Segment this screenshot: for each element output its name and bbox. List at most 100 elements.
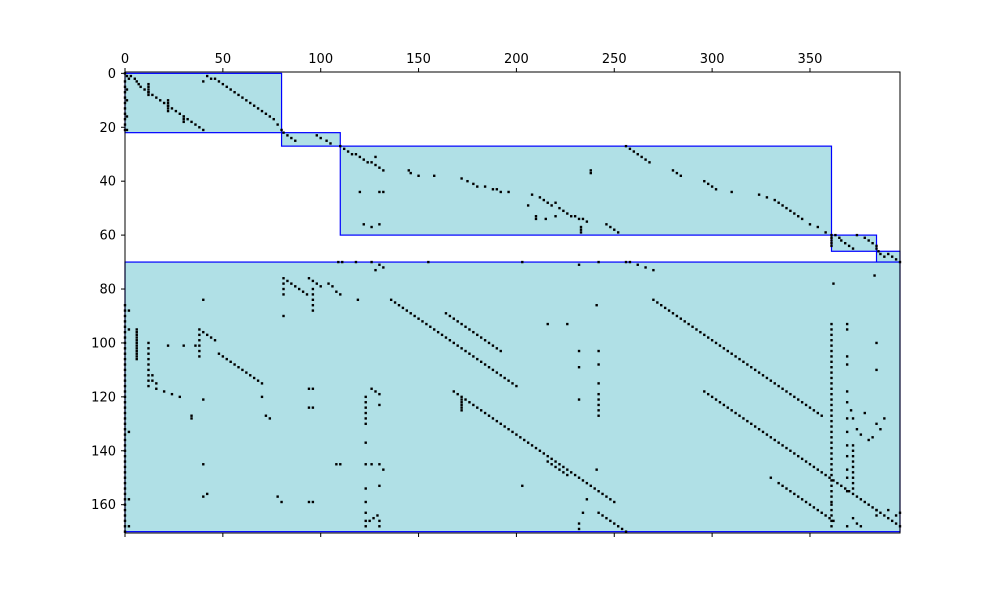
nonzero-point: [327, 282, 330, 285]
nonzero-point: [830, 328, 833, 331]
nonzero-point: [491, 344, 495, 347]
nonzero-point: [354, 153, 358, 156]
nonzero-point: [577, 522, 581, 525]
nonzero-point: [182, 117, 185, 121]
nonzero-point: [875, 514, 878, 517]
nonzero-point: [797, 398, 800, 401]
nonzero-point: [382, 468, 385, 471]
x-tick-label: 100: [308, 52, 333, 67]
nonzero-point: [319, 136, 322, 140]
nonzero-point: [174, 109, 178, 113]
nonzero-point: [830, 490, 833, 493]
nonzero-point: [636, 263, 639, 266]
nonzero-point: [249, 101, 252, 105]
nonzero-point: [722, 403, 726, 407]
nonzero-point: [329, 142, 332, 145]
nonzero-point: [887, 508, 890, 512]
nonzero-point: [495, 371, 499, 374]
y-tick-label: 80: [99, 283, 116, 298]
nonzero-point: [325, 139, 328, 142]
nonzero-point: [613, 522, 616, 525]
nonzero-point: [855, 428, 859, 431]
nonzero-point: [830, 473, 833, 477]
nonzero-point: [830, 366, 833, 369]
nonzero-point: [581, 479, 585, 482]
nonzero-point: [370, 161, 373, 164]
nonzero-point: [311, 309, 315, 312]
nonzero-point: [523, 438, 526, 442]
nonzero-point: [808, 463, 812, 466]
nonzero-point: [301, 290, 305, 293]
nonzero-point: [147, 82, 150, 86]
nonzero-point: [601, 514, 604, 517]
nonzero-point: [851, 444, 855, 447]
nonzero-point: [894, 514, 898, 517]
nonzero-point: [845, 355, 849, 358]
nonzero-point: [679, 174, 683, 177]
nonzero-point: [307, 277, 311, 280]
nonzero-point: [812, 465, 816, 469]
nonzero-point: [830, 236, 833, 239]
nonzero-point: [362, 223, 365, 226]
nonzero-point: [830, 409, 833, 412]
nonzero-point: [125, 99, 129, 102]
y-tick-label: 160: [91, 498, 116, 513]
nonzero-point: [166, 344, 170, 347]
nonzero-point: [863, 236, 866, 239]
nonzero-point: [460, 322, 463, 326]
nonzero-point: [830, 468, 833, 471]
nonzero-point: [738, 414, 741, 417]
nonzero-point: [679, 317, 683, 320]
nonzero-point: [460, 177, 463, 180]
nonzero-point: [844, 487, 847, 490]
nonzero-point: [491, 188, 495, 191]
nonzero-point: [335, 290, 338, 293]
nonzero-point: [845, 525, 849, 528]
nonzero-point: [601, 492, 604, 496]
nonzero-point: [577, 217, 581, 221]
nonzero-point: [339, 463, 342, 466]
nonzero-point: [127, 498, 131, 501]
nonzero-point: [272, 117, 275, 121]
nonzero-point: [190, 120, 193, 124]
nonzero-point: [472, 182, 475, 186]
nonzero-point: [472, 330, 475, 334]
nonzero-point: [648, 161, 651, 164]
nonzero-point: [209, 77, 213, 80]
nonzero-point: [170, 392, 174, 396]
nonzero-point: [781, 204, 784, 207]
nonzero-point: [624, 530, 628, 533]
nonzero-point: [734, 355, 737, 358]
nonzero-point: [405, 309, 409, 312]
nonzero-point: [808, 406, 812, 409]
nonzero-point: [707, 182, 710, 186]
nonzero-point: [597, 490, 600, 493]
nonzero-point: [797, 215, 800, 218]
nonzero-point: [624, 260, 628, 264]
nonzero-point: [830, 403, 833, 407]
nonzero-point: [507, 190, 510, 194]
nonzero-point: [577, 398, 581, 401]
nonzero-point: [656, 301, 659, 304]
nonzero-point: [830, 349, 833, 353]
nonzero-point: [166, 101, 170, 105]
nonzero-point: [883, 417, 886, 420]
nonzero-point: [566, 473, 569, 477]
nonzero-point: [491, 417, 495, 420]
nonzero-point: [793, 395, 796, 399]
nonzero-point: [466, 179, 469, 183]
nonzero-point: [830, 495, 833, 498]
nonzero-point: [830, 436, 833, 439]
nonzero-point: [671, 169, 675, 172]
y-tick-label: 60: [99, 229, 116, 244]
nonzero-point: [613, 228, 616, 231]
nonzero-point: [769, 379, 773, 382]
nonzero-point: [376, 514, 379, 517]
nonzero-point: [887, 516, 890, 520]
nonzero-point: [166, 104, 170, 107]
nonzero-point: [464, 398, 467, 401]
nonzero-point: [793, 452, 796, 455]
nonzero-point: [127, 309, 131, 312]
nonzero-point: [871, 506, 874, 509]
